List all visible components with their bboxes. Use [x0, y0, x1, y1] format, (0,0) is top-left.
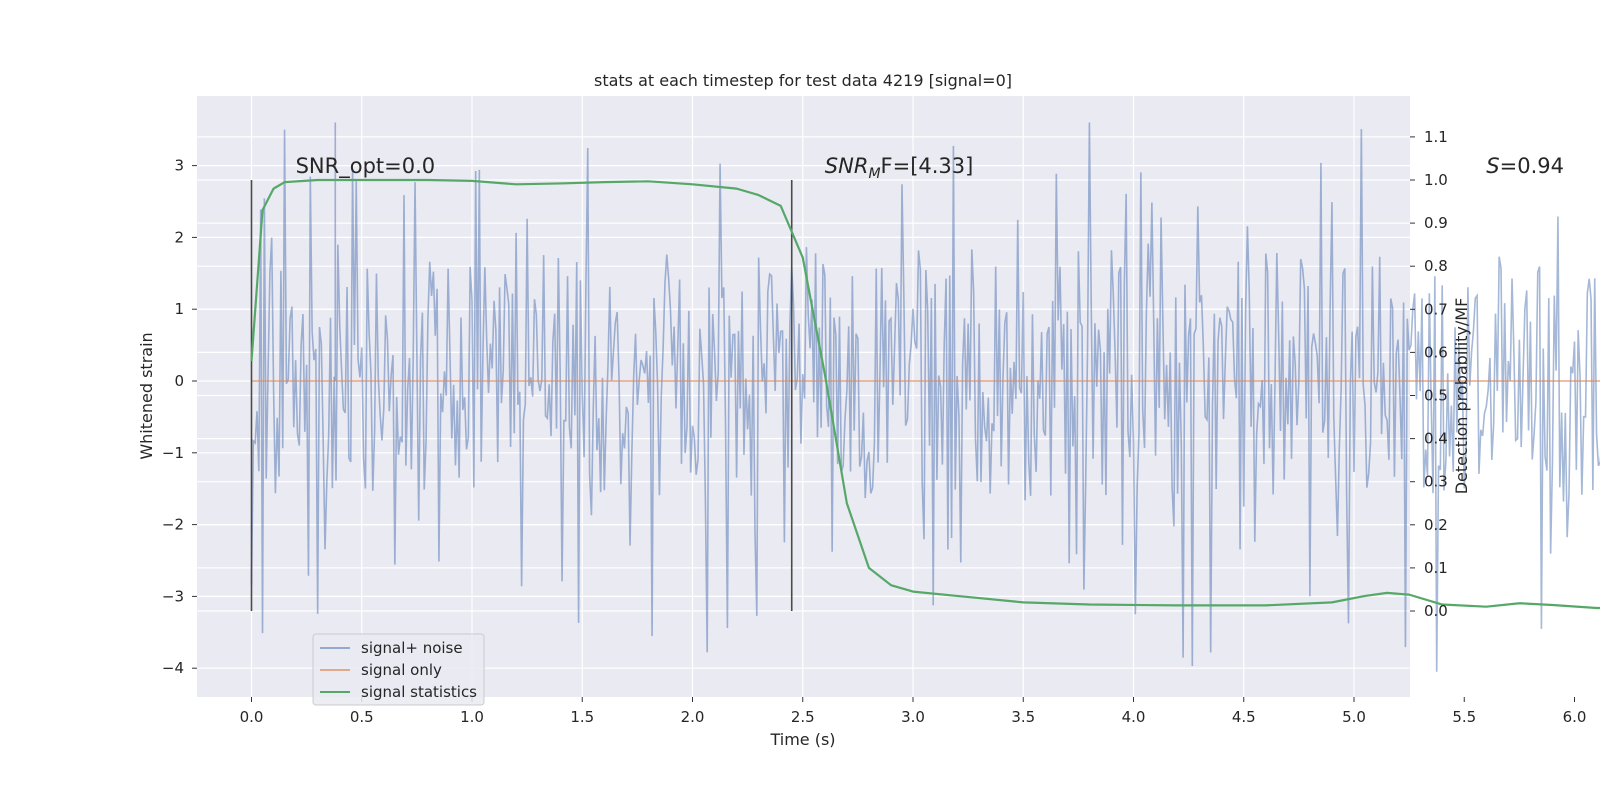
annotation-text: S=0.94 — [1486, 154, 1564, 178]
legend-label-signal-noise: signal+ noise — [361, 639, 463, 657]
y2-tick-label: 0.2 — [1424, 516, 1448, 534]
x-tick-label: 4.0 — [1122, 708, 1146, 726]
y-axis-label: Whitened strain — [137, 332, 156, 459]
x-tick-label: 3.5 — [1011, 708, 1035, 726]
vertical-markers — [250, 180, 793, 611]
y2-tick-label: 0.5 — [1424, 387, 1448, 405]
y-tick-label: −2 — [162, 516, 184, 534]
x-tick-label: 5.0 — [1342, 708, 1366, 726]
x-tick-label: 3.0 — [901, 708, 925, 726]
legend: signal+ noise signal only signal statist… — [312, 633, 485, 706]
y-axis-ticks: 3 2 1 0 −1 −2 −3 −4 — [162, 157, 197, 677]
y2-tick-label: 0.9 — [1424, 214, 1448, 232]
y2-tick-label: 0.0 — [1424, 602, 1448, 620]
signal-noise-line — [250, 122, 1600, 672]
annotation-text: SNRMF=[4.33] — [825, 154, 974, 182]
chart-title: stats at each timestep for test data 421… — [594, 71, 1012, 90]
y-tick-label: 1 — [174, 300, 184, 318]
y-tick-label: −4 — [162, 659, 184, 677]
y-tick-label: 2 — [174, 228, 184, 246]
y2-axis-ticks: 1.1 1.0 0.9 0.8 0.7 0.6 0.5 0.4 0.3 0.2 0.1 0.0 — [1410, 128, 1448, 620]
y-tick-label: 0 — [174, 372, 184, 390]
signal-noise-series — [250, 122, 1600, 672]
legend-label-signal-statistics: signal statistics — [361, 683, 477, 701]
x-tick-label: 6.0 — [1563, 708, 1587, 726]
x-tick-label: 1.5 — [570, 708, 594, 726]
signal-statistics-series — [250, 178, 1600, 610]
x-tick-label: 5.5 — [1452, 708, 1476, 726]
y2-axis-label: Detection probability/MF — [1452, 298, 1471, 495]
x-axis-ticks: 0.00.51.01.52.02.53.03.54.04.55.05.56.06… — [240, 697, 1587, 726]
x-tick-label: 0.5 — [350, 708, 374, 726]
signal-statistics-line — [250, 178, 1600, 610]
x-tick-label: 4.5 — [1232, 708, 1256, 726]
y-tick-label: 3 — [174, 157, 184, 175]
y2-tick-label: 0.4 — [1424, 430, 1448, 448]
x-axis-label: Time (s) — [769, 730, 835, 749]
x-tick-label: 2.0 — [681, 708, 705, 726]
x-tick-label: 0.0 — [240, 708, 264, 726]
x-tick-label: 1.0 — [460, 708, 484, 726]
legend-box — [312, 633, 485, 706]
y2-tick-label: 0.6 — [1424, 343, 1448, 361]
grid — [197, 96, 1576, 697]
y2-tick-label: 0.1 — [1424, 559, 1448, 577]
y2-tick-label: 0.7 — [1424, 300, 1448, 318]
y-tick-label: −1 — [162, 444, 184, 462]
annotation-text: SNR_opt=0.0 — [296, 154, 436, 179]
y2-tick-label: 1.1 — [1424, 128, 1448, 146]
y2-tick-label: 0.8 — [1424, 257, 1448, 275]
y2-tick-label: 0.3 — [1424, 473, 1448, 491]
legend-label-signal-only: signal only — [361, 661, 442, 679]
x-tick-label: 2.5 — [791, 708, 815, 726]
y-tick-label: −3 — [162, 587, 184, 605]
y2-tick-label: 1.0 — [1424, 171, 1448, 189]
